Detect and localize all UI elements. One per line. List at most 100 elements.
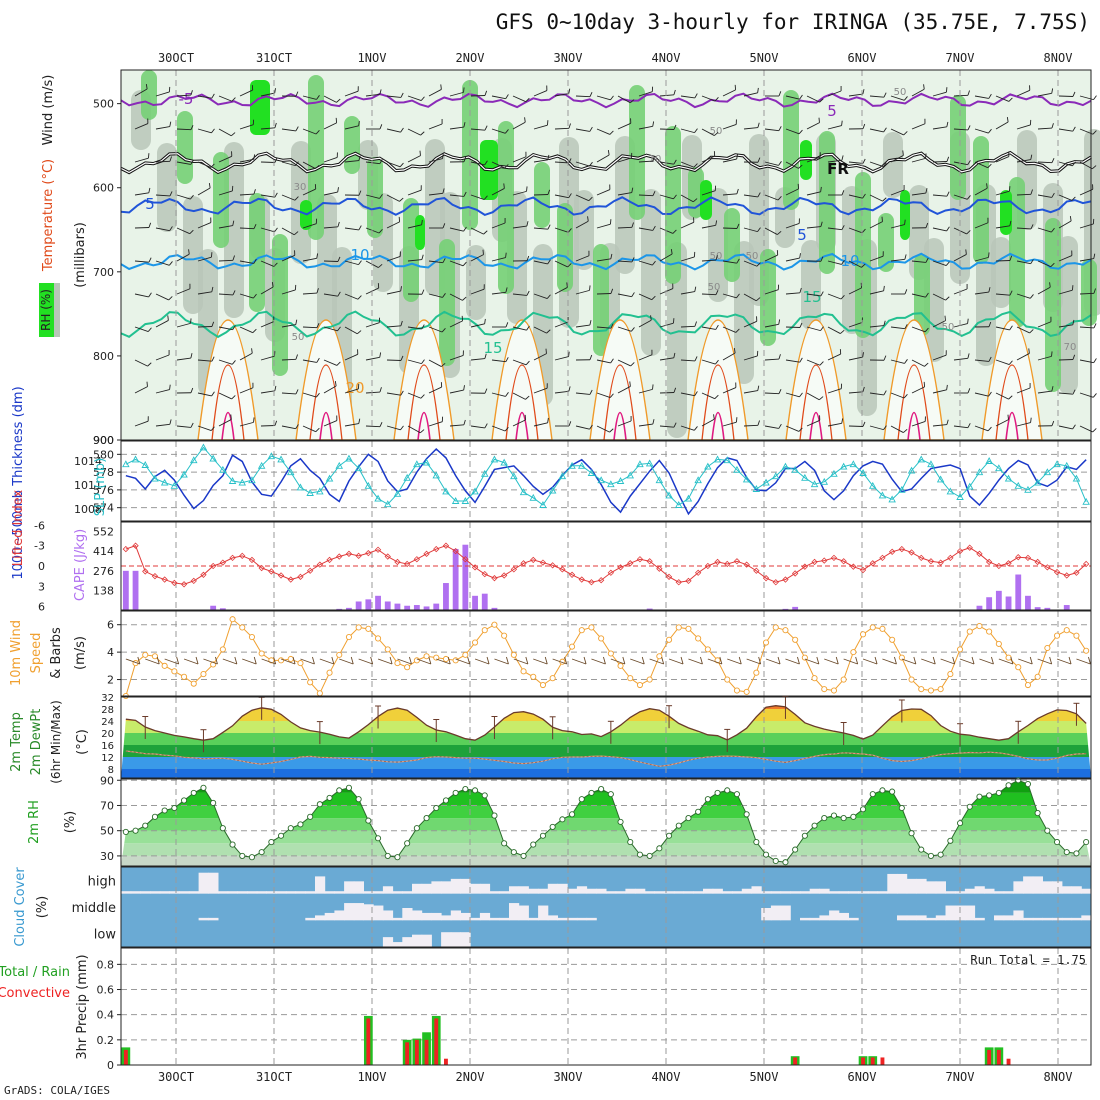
- wind-barb-flag: [524, 117, 526, 123]
- wind-barb: [890, 128, 904, 136]
- wind-barb-flag: [631, 222, 634, 228]
- bottom-day-label: 5NOV: [750, 1070, 779, 1084]
- wind-barb-flag: [694, 391, 698, 396]
- wind-barb-flag: [547, 417, 549, 423]
- thickness-line: [125, 447, 1087, 516]
- wind-barb-flag: [169, 384, 171, 390]
- wind-barb-flag: [589, 424, 593, 430]
- cloud-cell: [945, 905, 956, 921]
- wind-barb-flag: [883, 355, 887, 361]
- wind-barb: [680, 359, 695, 362]
- minmax-axis-label: (6hr Min/Max): [49, 700, 63, 784]
- slp-marker: [956, 493, 964, 500]
- li-marker: [316, 561, 324, 568]
- wind-barb-flag: [925, 222, 929, 228]
- rh-label: 50: [710, 251, 723, 262]
- wind-barb: [764, 194, 779, 201]
- cape-bar: [452, 548, 459, 610]
- wind-barb-flag: [357, 295, 362, 300]
- slp-tick-label: 1011: [74, 479, 102, 492]
- cloud-cell: [1081, 915, 1092, 921]
- wind-barb: [386, 194, 400, 202]
- wind10m-axis-label: 10m Wind: [9, 620, 24, 686]
- wind-barb-flag: [945, 296, 950, 301]
- rh-marker: [607, 791, 614, 798]
- wind-barb-flag: [1049, 282, 1051, 288]
- cloud-cell: [974, 886, 985, 894]
- cloud-cell: [1081, 888, 1092, 894]
- wind-barb: [176, 253, 190, 262]
- wind-barb-flag: [882, 162, 887, 167]
- wind-barb: [785, 95, 800, 100]
- wind-barb: [512, 326, 527, 331]
- slp-tick-label: 1014: [74, 455, 102, 468]
- wind-speed-marker: [840, 676, 847, 683]
- wind-barb-flag: [210, 163, 215, 168]
- wind-speed-marker: [307, 679, 314, 686]
- surface-wind-barb-flag: [1029, 656, 1033, 665]
- rh-marker: [219, 825, 226, 832]
- wind-barb-flag: [190, 194, 194, 200]
- wind-barb: [155, 227, 170, 232]
- wind-barb: [827, 260, 842, 265]
- wind-barb-flag: [484, 423, 488, 429]
- li-marker: [394, 558, 401, 566]
- wind-barb: [386, 161, 401, 168]
- rh-marker: [908, 830, 915, 837]
- rh-green-blob: [855, 172, 871, 338]
- li-marker: [743, 561, 750, 568]
- surface-wind-barb-flag: [137, 656, 141, 665]
- cloud-cell: [441, 915, 452, 921]
- rh-marker: [316, 801, 323, 808]
- cloud-cell: [538, 888, 549, 894]
- cloud-cell: [1032, 876, 1043, 894]
- top-day-label: 6NOV: [848, 51, 877, 65]
- wind-barb-flag: [902, 150, 904, 156]
- li-marker: [850, 563, 857, 570]
- temp-band: [121, 745, 1091, 757]
- cloud-cell: [402, 937, 413, 947]
- wind-barb: [890, 95, 905, 101]
- slp-marker: [810, 480, 819, 488]
- wind-barb: [617, 95, 631, 104]
- wind-barb-flag: [400, 425, 404, 431]
- rh-marker: [937, 851, 944, 858]
- diurnal-cone-inner: [603, 364, 637, 441]
- temp-band: [121, 721, 1091, 733]
- wind-barb-flag: [271, 281, 274, 288]
- surface-wind-barb-flag: [952, 656, 956, 665]
- slp-marker: [839, 462, 848, 470]
- slp-marker: [1004, 474, 1013, 482]
- wind-barb: [512, 156, 527, 163]
- surface-wind-barb-flag: [603, 656, 606, 665]
- li-marker: [588, 579, 595, 586]
- rh-marker: [840, 815, 847, 822]
- wind-speed-marker: [792, 636, 799, 643]
- wind-speed-marker: [869, 624, 876, 631]
- wind-barb-flag: [1008, 395, 1013, 400]
- cloud-cell: [247, 891, 258, 894]
- wind-barb: [932, 91, 947, 97]
- diurnal-cone-inner: [211, 364, 245, 441]
- cloud-cell: [305, 917, 316, 921]
- wind-barb: [323, 226, 338, 229]
- top-day-label: 31OCT: [256, 51, 292, 65]
- cape-bar: [394, 603, 401, 610]
- wind-barb-flag: [798, 164, 803, 169]
- li-marker: [685, 577, 692, 585]
- rh-gray-blob: [466, 245, 486, 320]
- wind-speed-marker: [219, 646, 226, 653]
- isotherm-label: 15: [483, 339, 502, 357]
- cloud-unit-axis-label: (%): [35, 896, 50, 919]
- rh-marker: [743, 811, 750, 818]
- cloud-layer-label: high: [88, 874, 116, 889]
- wind-barb-flag: [358, 260, 362, 265]
- wind-barb: [281, 289, 296, 295]
- wind-barb-flag: [231, 395, 236, 400]
- wind-speed-marker: [675, 624, 682, 631]
- rh-green-blob: [629, 85, 645, 220]
- wind-barb-flag: [211, 93, 215, 99]
- wind-barb-flag: [652, 156, 655, 162]
- wind-barb-flag: [190, 90, 193, 96]
- temp-tick-label: 28: [101, 705, 114, 716]
